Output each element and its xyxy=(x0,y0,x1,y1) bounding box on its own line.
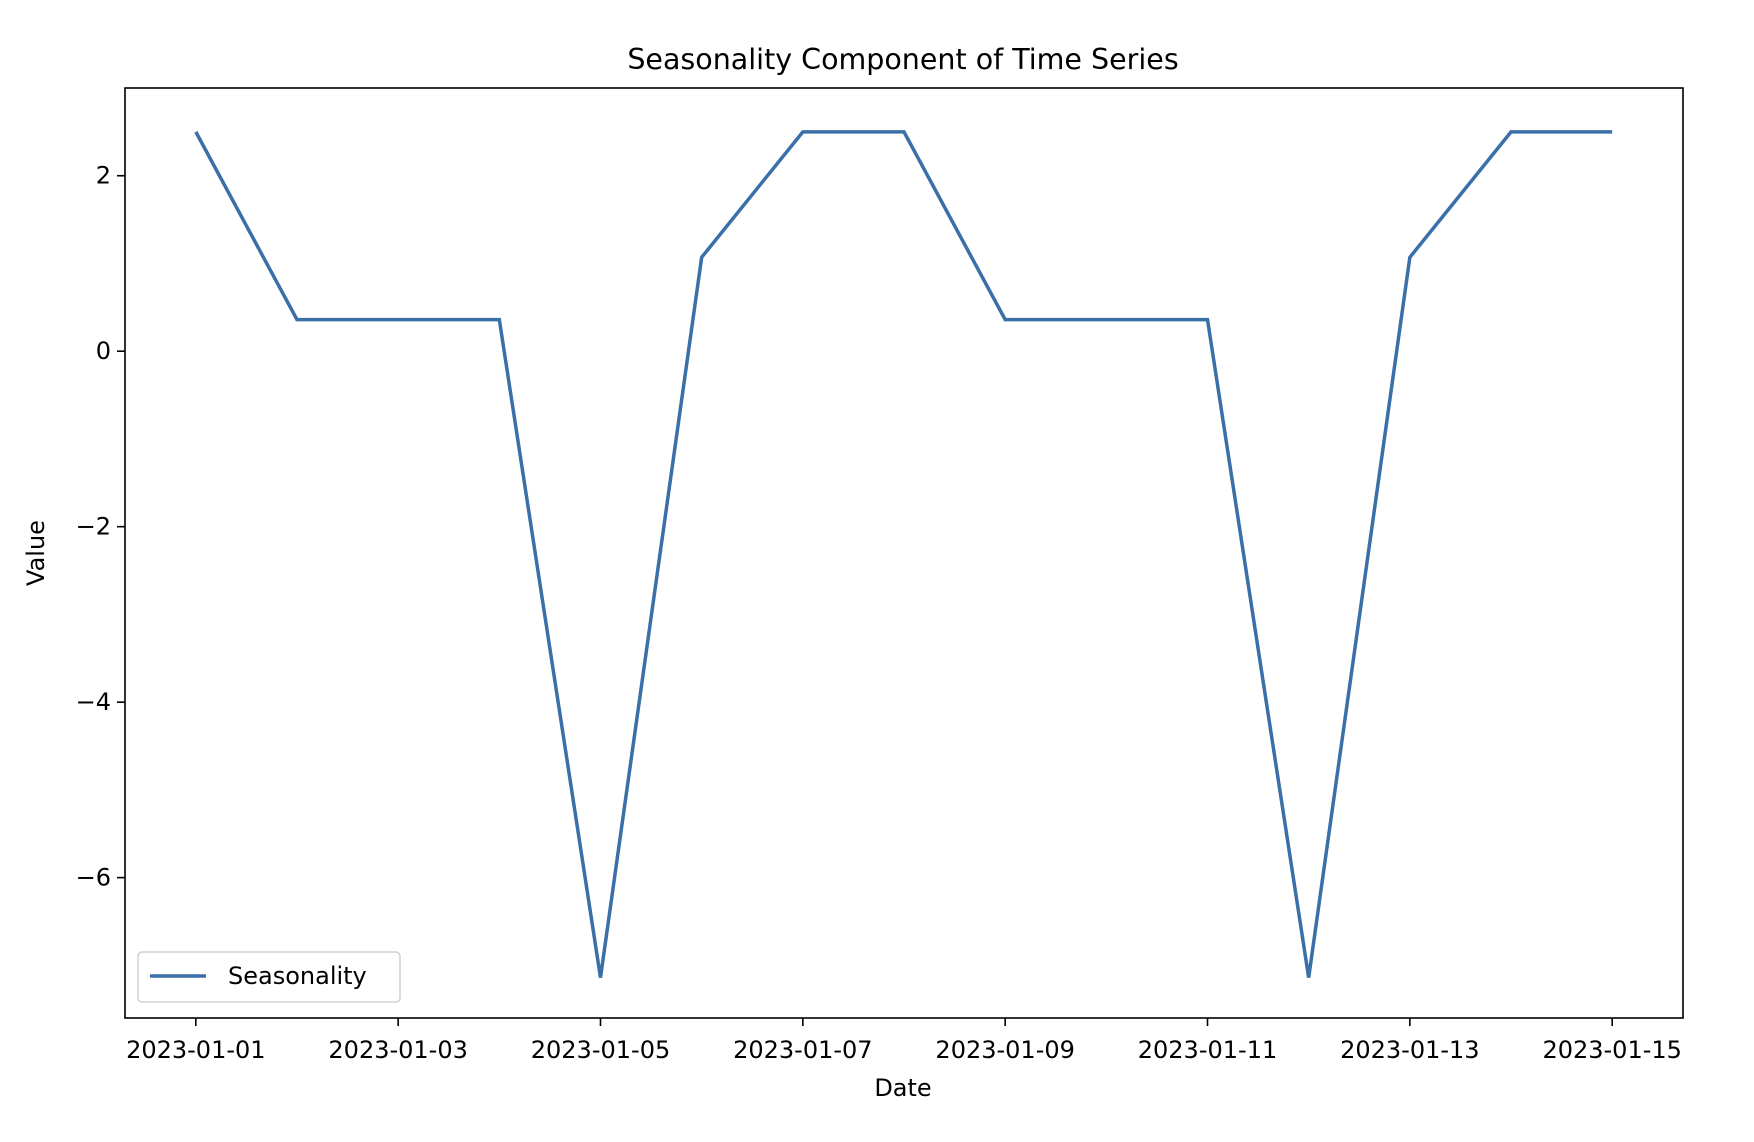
data-point xyxy=(1510,130,1513,133)
data-point xyxy=(1206,318,1209,321)
plot-area: 2023-01-01 2023-01-03 2023-01-05 2023-01-07… xyxy=(76,87,1684,1064)
data-point xyxy=(397,318,400,321)
series-line-seasonality xyxy=(194,130,1613,978)
y-tick-label: −2 xyxy=(76,513,111,541)
x-tick-label: 2023-01-11 xyxy=(1138,1036,1277,1064)
x-tick-label: 2023-01-05 xyxy=(531,1036,670,1064)
y-tick-label: −6 xyxy=(76,864,111,892)
legend: Seasonality xyxy=(137,951,401,1003)
y-tick-label: 2 xyxy=(96,162,111,190)
data-point xyxy=(498,318,501,321)
data-point xyxy=(295,318,298,321)
chart-title: Seasonality Component of Time Series xyxy=(627,43,1178,76)
x-tick-label: 2023-01-13 xyxy=(1340,1036,1479,1064)
y-tick-label: 0 xyxy=(96,337,111,365)
data-point xyxy=(1307,976,1310,979)
x-tick-label: 2023-01-07 xyxy=(733,1036,872,1064)
data-point xyxy=(1408,256,1411,259)
y-axis-label: Value xyxy=(22,520,50,586)
data-point xyxy=(599,976,602,979)
data-point xyxy=(194,130,197,133)
x-tick-label: 2023-01-01 xyxy=(126,1036,265,1064)
x-axis-label: Date xyxy=(874,1074,931,1102)
data-point xyxy=(1611,130,1614,133)
x-tick-label: 2023-01-03 xyxy=(328,1036,467,1064)
data-point xyxy=(903,130,906,133)
x-tick-label: 2023-01-09 xyxy=(935,1036,1074,1064)
data-point xyxy=(1105,318,1108,321)
legend-box xyxy=(137,951,401,1003)
data-point xyxy=(700,256,703,259)
plot-frame xyxy=(124,87,1684,1019)
y-tick-label: −4 xyxy=(76,688,111,716)
x-tick-label: 2023-01-15 xyxy=(1542,1036,1681,1064)
data-point xyxy=(801,130,804,133)
legend-label: Seasonality xyxy=(228,962,367,990)
data-point xyxy=(1004,318,1007,321)
